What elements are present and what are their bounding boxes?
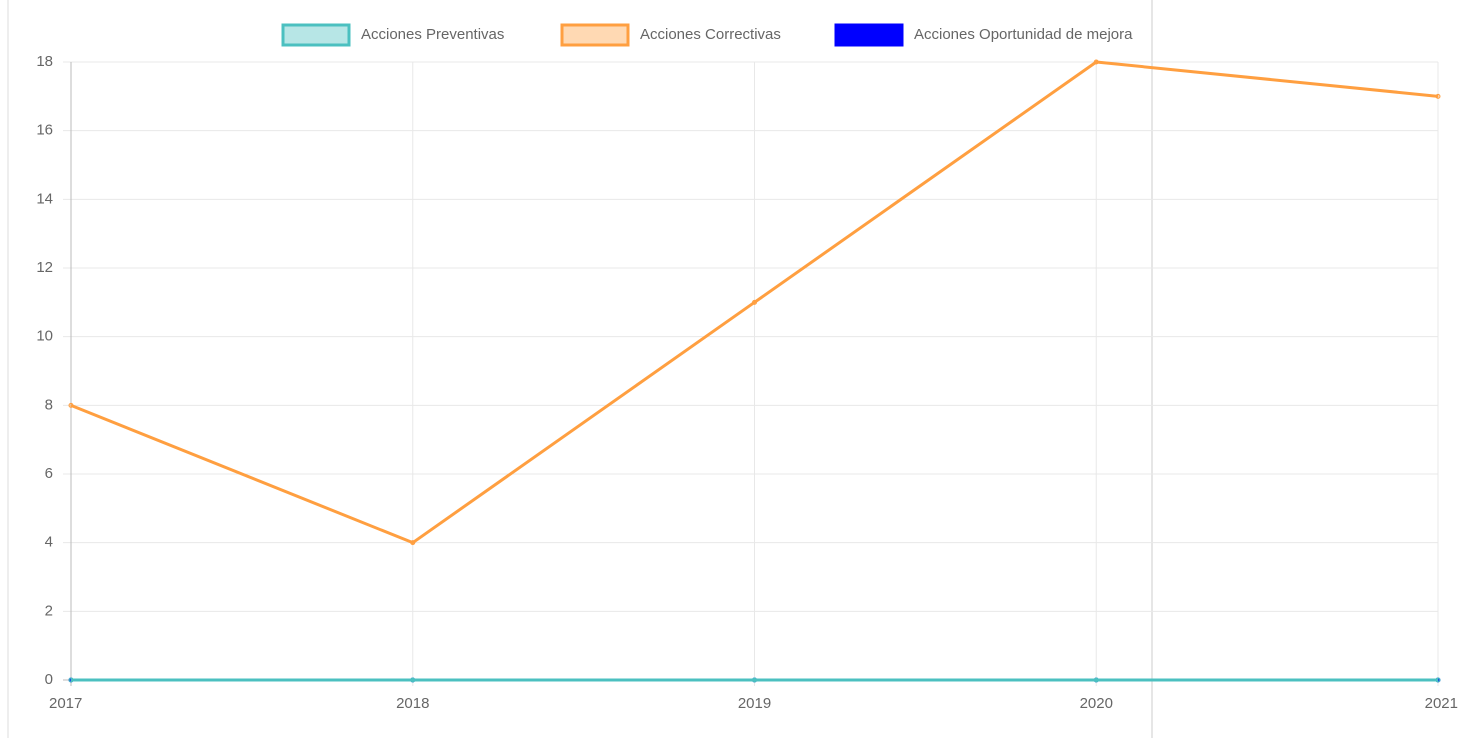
y-tick-label: 6	[45, 465, 53, 482]
y-tick-label: 12	[36, 259, 53, 276]
y-tick-label: 18	[36, 53, 53, 70]
point	[68, 402, 74, 408]
x-tick-label: 2020	[1080, 695, 1113, 712]
y-tick-label: 16	[36, 122, 53, 139]
point	[1093, 677, 1099, 683]
x-tick-label: 2019	[738, 695, 771, 712]
legend-label: Acciones Preventivas	[361, 26, 504, 43]
point	[752, 677, 757, 683]
point	[1093, 59, 1099, 65]
legend-swatch	[281, 23, 351, 47]
y-tick-label: 8	[45, 396, 53, 413]
point	[68, 677, 74, 683]
point	[1435, 677, 1441, 683]
point	[410, 540, 416, 546]
y-tick-label: 2	[45, 602, 53, 619]
x-tick-label: 2017	[49, 695, 82, 712]
legend-swatch	[834, 23, 904, 47]
y-tick-label: 4	[45, 534, 53, 551]
y-tick-label: 14	[36, 190, 53, 207]
point	[752, 299, 757, 305]
legend-swatch	[560, 23, 630, 47]
x-tick-label: 2018	[396, 695, 429, 712]
series-line	[70, 60, 1439, 545]
x-tick-label: 2021	[1425, 695, 1458, 712]
y-tick-label: 10	[36, 328, 53, 345]
point	[410, 677, 416, 683]
point	[1435, 93, 1441, 99]
legend-label: Acciones Correctivas	[640, 26, 781, 43]
legend-label: Acciones Oportunidad de mejora	[914, 26, 1133, 43]
y-tick-label: 0	[45, 671, 53, 688]
